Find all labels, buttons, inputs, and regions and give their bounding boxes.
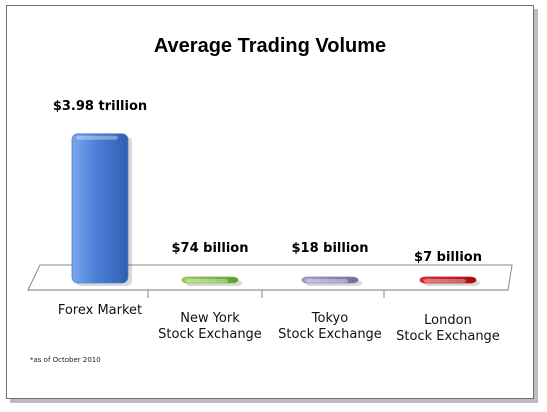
category-label-line: Stock Exchange — [158, 327, 262, 342]
bar-1 — [71, 133, 132, 286]
data-label-4: $7 billion — [414, 250, 482, 265]
data-label-1: $3.98 trillion — [53, 99, 147, 114]
bar-4 — [419, 276, 480, 286]
bar-2 — [181, 276, 242, 286]
category-label-line: New York — [180, 311, 240, 326]
data-label-2: $74 billion — [172, 241, 249, 256]
bar-3 — [301, 276, 362, 286]
category-label-line: Stock Exchange — [278, 327, 382, 342]
bar-highlight-3 — [306, 279, 348, 283]
category-label-line: London — [424, 313, 472, 328]
bars-layer — [71, 133, 480, 286]
chart-floor — [27, 264, 513, 291]
bar-highlight-2 — [186, 279, 228, 283]
footnote: *as of October 2010 — [30, 356, 101, 364]
category-label-line: Stock Exchange — [396, 329, 500, 344]
category-label-line: Tokyo — [311, 311, 348, 326]
data-labels-layer: $3.98 trillion $74 billion $18 billion $7 b… — [53, 99, 482, 265]
bar-highlight-4 — [424, 279, 466, 283]
bar-body-3 — [301, 276, 359, 284]
category-label-line: Forex Market — [58, 303, 142, 318]
bar-body-2 — [181, 276, 239, 284]
chart-title: Average Trading Volume — [154, 35, 386, 57]
category-label-2: New York Stock Exchange — [158, 311, 262, 342]
data-label-3: $18 billion — [292, 241, 369, 256]
bar-highlight-1 — [76, 135, 118, 140]
bar-body-4 — [419, 276, 477, 284]
bar-body-1 — [71, 133, 129, 284]
category-label-1: Forex Market — [58, 303, 142, 318]
category-label-4: London Stock Exchange — [396, 313, 500, 344]
category-label-3: Tokyo Stock Exchange — [278, 311, 382, 342]
